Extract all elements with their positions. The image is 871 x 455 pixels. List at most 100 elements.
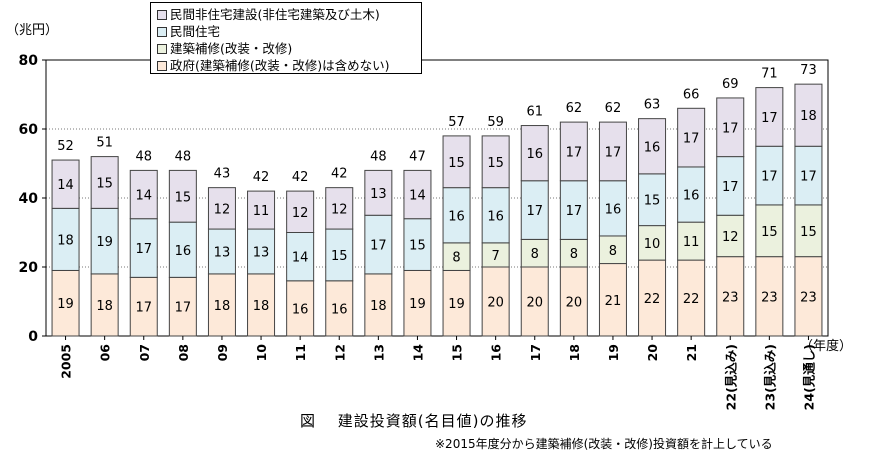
bar-segment-label: 17 bbox=[526, 204, 543, 219]
bar-segment bbox=[403, 169, 432, 220]
bar-segment bbox=[90, 207, 119, 275]
bar-segment bbox=[794, 204, 823, 258]
bar-segment bbox=[207, 187, 236, 230]
y-tick-label: 80 bbox=[19, 53, 39, 69]
legend-swatch bbox=[157, 43, 167, 54]
bar-segment bbox=[598, 235, 627, 265]
bar-segment bbox=[168, 221, 197, 278]
bar-segment-label: 18 bbox=[57, 233, 74, 248]
bar-segment bbox=[755, 87, 784, 147]
bar-segment-label: 16 bbox=[448, 209, 465, 224]
bar-segment-label: 13 bbox=[253, 245, 270, 260]
bar-segment-label: 17 bbox=[722, 121, 739, 136]
bar-segment-label: 13 bbox=[370, 187, 387, 202]
bar-segment-label: 15 bbox=[800, 225, 817, 240]
bar-segment-label: 10 bbox=[644, 237, 661, 252]
bar-segment-label: 18 bbox=[800, 109, 817, 124]
bar-total-label: 48 bbox=[135, 149, 152, 164]
bar-segment-label: 16 bbox=[605, 202, 622, 217]
bar-segment-label: 17 bbox=[800, 170, 817, 185]
bar-segment bbox=[755, 256, 784, 337]
bar-segment bbox=[598, 180, 627, 237]
bar-segment-label: 22 bbox=[683, 292, 700, 307]
legend-swatch bbox=[157, 60, 167, 71]
bar-segment-label: 15 bbox=[96, 176, 113, 191]
bar-segment bbox=[598, 263, 627, 337]
bar-total-label: 42 bbox=[292, 170, 309, 185]
bar-segment-label: 17 bbox=[761, 170, 778, 185]
bar-segment-label: 16 bbox=[644, 140, 661, 155]
bar-segment-label: 17 bbox=[566, 145, 583, 160]
bar-segment bbox=[559, 238, 588, 268]
x-tick-label: 12 bbox=[332, 344, 347, 361]
y-tick-label: 60 bbox=[19, 122, 39, 138]
bar-segment bbox=[716, 214, 745, 258]
figure-caption: 図 建設投資額(名目値)の推移 bbox=[300, 412, 528, 430]
bar-segment-label: 15 bbox=[487, 156, 504, 171]
bar-segment bbox=[442, 242, 471, 271]
bar-segment-label: 17 bbox=[370, 239, 387, 254]
x-tick-label: 11 bbox=[293, 344, 308, 361]
bar-segment bbox=[716, 97, 745, 158]
legend-label: 政府(建築補修(改装・改修)は含めない) bbox=[170, 58, 390, 73]
bar-segment bbox=[794, 145, 823, 206]
bar-segment-label: 15 bbox=[644, 194, 661, 209]
bar-segment-label: 17 bbox=[683, 132, 700, 147]
bar-segment-label: 16 bbox=[683, 189, 700, 204]
bar-segment-label: 16 bbox=[487, 209, 504, 224]
legend-item-renovation: 建築補修(改装・改修) bbox=[157, 40, 415, 57]
bar-segment bbox=[520, 125, 549, 182]
legend-swatch bbox=[157, 26, 167, 37]
bar-segment bbox=[481, 187, 510, 244]
bar-segment-label: 20 bbox=[487, 296, 504, 311]
bar-segment-label: 21 bbox=[605, 294, 622, 309]
bar-segment bbox=[325, 228, 354, 282]
bar-segment bbox=[677, 107, 706, 168]
bar-segment bbox=[677, 166, 706, 223]
bar-segment-label: 15 bbox=[761, 225, 778, 240]
bar-total-label: 63 bbox=[644, 98, 661, 113]
bar-segment bbox=[677, 221, 706, 261]
bar-segment-label: 8 bbox=[452, 251, 460, 266]
bar-segment bbox=[520, 180, 549, 240]
bar-total-label: 69 bbox=[722, 77, 739, 92]
bar-segment-label: 14 bbox=[409, 189, 426, 204]
x-tick-label: 21 bbox=[684, 344, 699, 361]
bar-segment bbox=[755, 145, 784, 206]
bar-segment bbox=[364, 169, 393, 216]
bar-segment-label: 16 bbox=[292, 302, 309, 317]
bar-segment bbox=[403, 218, 432, 271]
bar-segment bbox=[325, 280, 354, 337]
x-tick-label: 22(見込み) bbox=[723, 344, 738, 410]
bar-segment-label: 12 bbox=[292, 206, 309, 221]
bar-segment bbox=[325, 187, 354, 230]
bar-segment bbox=[168, 276, 197, 337]
bar-segment-label: 17 bbox=[722, 180, 739, 195]
bar-segment-label: 14 bbox=[57, 178, 74, 193]
bar-segment-label: 17 bbox=[605, 145, 622, 160]
legend-item-nonresidential: 民間非住宅建設(非住宅建築及び土木) bbox=[157, 6, 415, 23]
x-tick-label: 08 bbox=[176, 344, 191, 361]
bar-segment bbox=[638, 259, 667, 337]
x-tick-label: 16 bbox=[489, 344, 504, 362]
legend-label: 民間住宅 bbox=[170, 24, 221, 39]
bar-segment-label: 8 bbox=[570, 247, 578, 262]
bar-total-label: 48 bbox=[175, 149, 192, 164]
bar-segment-label: 16 bbox=[526, 147, 543, 162]
bar-segment bbox=[168, 169, 197, 223]
bar-segment-label: 23 bbox=[761, 290, 778, 305]
y-tick-label: 40 bbox=[19, 191, 39, 207]
bar-segment bbox=[559, 121, 588, 182]
x-tick-label: 23(見込み) bbox=[762, 344, 777, 410]
y-tick-label: 0 bbox=[28, 329, 38, 345]
x-tick-label: 17 bbox=[528, 344, 543, 361]
bar-total-label: 51 bbox=[96, 136, 113, 151]
bar-segment-label: 8 bbox=[531, 247, 539, 262]
bar-segment-label: 18 bbox=[253, 299, 270, 314]
bar-total-label: 66 bbox=[683, 87, 700, 102]
legend-label: 建築補修(改装・改修) bbox=[170, 41, 293, 56]
bar-total-label: 48 bbox=[370, 149, 387, 164]
bar-segment-label: 20 bbox=[526, 296, 543, 311]
bar-segment-label: 17 bbox=[566, 204, 583, 219]
